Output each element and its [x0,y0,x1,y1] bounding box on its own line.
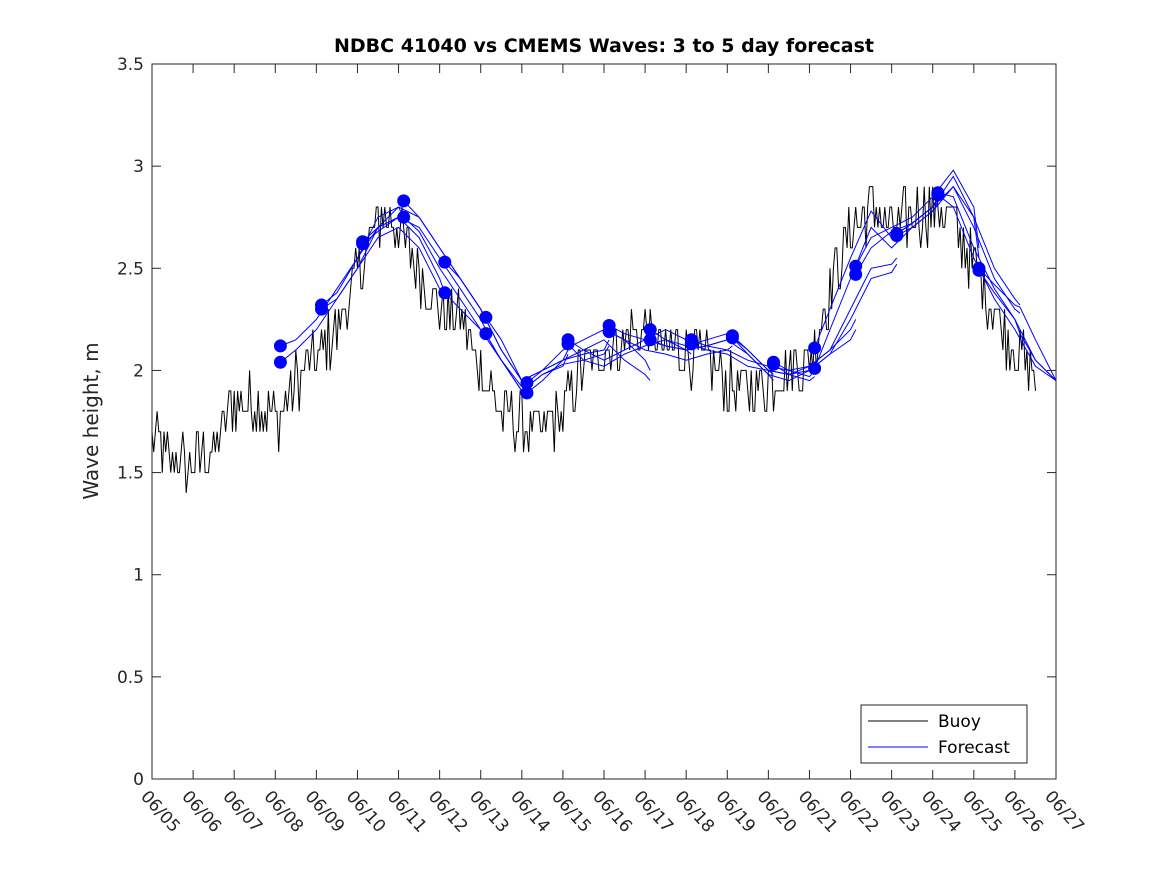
forecast-run-line [978,267,1057,381]
forecast-start-marker [972,263,986,277]
buoy-series-line [151,186,1036,494]
forecast-run-line [691,343,815,382]
forecast-run-line [403,216,528,392]
forecast-run-line [362,216,487,330]
forecast-start-marker [520,386,534,400]
forecast-markers [273,186,986,400]
forecast-start-marker [931,188,945,202]
y-tick-label: 2 [133,361,144,381]
y-tick-label: 2.5 [117,259,144,279]
forecast-start-marker [520,376,534,390]
forecast-run-line [773,257,898,371]
forecast-start-marker [438,286,452,300]
forecast-start-marker [808,361,822,375]
forecast-run-line [732,329,857,382]
forecast-start-marker [356,235,370,249]
forecast-start-marker [767,357,780,371]
forecast-start-marker [561,337,575,351]
forecast-start-marker [808,341,822,355]
forecast-run-line [608,331,733,361]
forecast-run-line [567,339,692,367]
legend: Buoy Forecast [860,704,1028,764]
forecast-start-marker [479,327,493,341]
forecast-run-line [526,329,651,384]
forecast-start-marker [273,339,287,353]
legend-box [860,704,1028,764]
plot-area [152,64,1056,779]
forecast-start-marker [273,355,287,369]
legend-forecast-label: Forecast [938,738,1010,758]
forecast-run-line [896,185,1021,314]
forecast-start-marker [684,337,698,351]
forecast-start-marker [602,325,616,339]
forecast-start-marker [397,194,411,208]
forecast-run-line [937,194,1057,382]
forecast-run-line [896,175,1021,306]
forecast-run-line [855,169,980,267]
buoy-layer [151,186,1036,494]
forecast-start-marker [725,331,739,345]
forecast-start-marker [438,255,452,269]
legend-buoy-label: Buoy [938,712,981,732]
y-tick-label: 1 [133,566,144,586]
chart-title: NDBC 41040 vs CMEMS Waves: 3 to 5 day fo… [334,35,874,57]
forecast-run-line [691,339,815,378]
forecast-start-marker [643,323,657,337]
y-axis-ticks: 0 0.5 1 1.5 2 2.5 3 3.5 [117,55,1056,790]
forecast-run-line [485,317,610,382]
forecast-start-marker [397,210,411,224]
y-tick-label: 3.5 [117,55,144,75]
forecast-run-line [732,319,857,376]
y-axis-label: Wave height, m [79,342,103,499]
y-tick-label: 0.5 [117,668,144,688]
forecast-start-marker [643,333,657,347]
forecast-run-line [321,216,446,306]
forecast-run-line [526,339,651,394]
forecast-run-line [280,206,405,347]
forecast-run-line [773,263,898,376]
forecast-start-marker [849,267,863,281]
forecast-start-marker [315,302,328,316]
forecast-start-marker [890,229,904,243]
forecast-run-line [321,226,446,310]
forecast-run-line [485,333,610,392]
y-tick-label: 0 [133,770,144,790]
forecast-layer [280,169,1057,394]
forecast-run-line [978,270,1057,381]
y-tick-label: 1.5 [117,464,144,484]
y-tick-label: 3 [133,157,144,177]
forecast-start-marker [479,310,493,324]
